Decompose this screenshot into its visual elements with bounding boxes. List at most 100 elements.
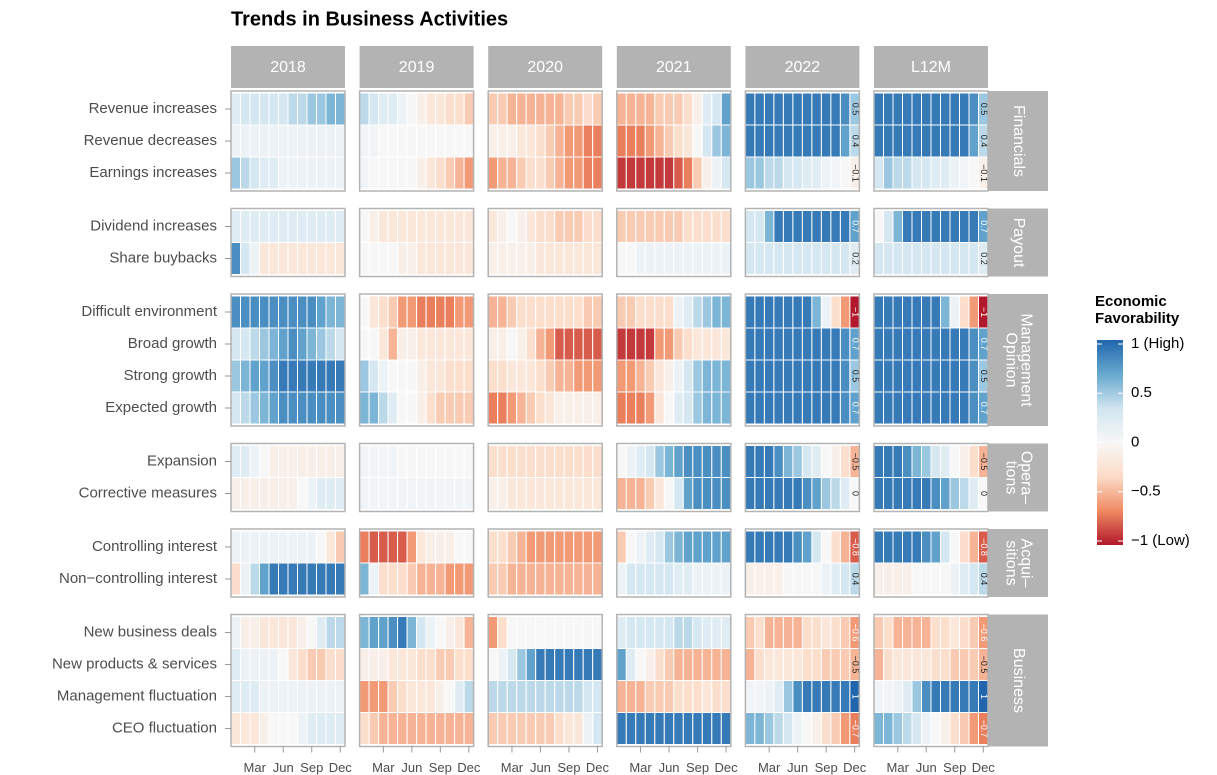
heatmap-cell	[325, 327, 336, 361]
value-label: 0	[850, 491, 860, 496]
row-label: Share buybacks	[109, 249, 217, 266]
heatmap-cell	[663, 530, 675, 564]
heatmap-cell	[306, 712, 317, 745]
heatmap-cell	[259, 445, 270, 478]
heatmap-cell	[635, 648, 646, 681]
heatmap-cell	[368, 530, 380, 564]
heatmap-cell	[387, 445, 399, 478]
heatmap-cell	[792, 242, 803, 275]
heatmap-cell	[949, 359, 960, 393]
heatmap-cell	[544, 445, 556, 478]
heatmap-cell	[268, 156, 279, 190]
heatmap-cell	[720, 295, 732, 329]
heatmap-cell	[701, 648, 713, 681]
heatmap-cell	[297, 477, 308, 510]
heatmap-cell	[259, 616, 270, 649]
heatmap-cell	[425, 562, 437, 596]
heatmap-cell	[625, 327, 637, 361]
heatmap-cell	[968, 391, 979, 425]
heatmap-cell	[644, 92, 656, 126]
row-label: Controlling interest	[92, 538, 218, 555]
heatmap-cell	[754, 92, 765, 126]
heatmap-cell	[930, 359, 941, 393]
heatmap-cell	[306, 156, 317, 190]
heatmap-cell	[416, 712, 427, 745]
heatmap-cell	[873, 562, 884, 596]
heatmap-cell	[506, 530, 518, 564]
heatmap-cell	[487, 530, 499, 564]
heatmap-cell	[306, 124, 317, 158]
heatmap-cell	[921, 295, 932, 329]
heatmap-cell	[406, 92, 418, 126]
heatmap-cell	[335, 616, 346, 649]
heatmap-cell	[673, 124, 684, 158]
heatmap-cell	[663, 210, 675, 243]
heatmap-cell	[754, 124, 765, 158]
heatmap-cell	[820, 477, 832, 510]
heatmap-cell	[902, 295, 913, 329]
heatmap-cell	[644, 530, 656, 564]
heatmap-cell	[268, 477, 279, 510]
heatmap-cell	[544, 210, 556, 243]
heatmap-cell	[720, 680, 732, 713]
heatmap-cell	[335, 712, 346, 745]
heatmap-cell	[754, 391, 765, 425]
heatmap-cell	[582, 92, 594, 126]
heatmap-cell	[497, 616, 508, 649]
value-label: −0.7	[979, 720, 989, 738]
heatmap-cell	[673, 616, 684, 649]
heatmap-cell	[811, 445, 822, 478]
heatmap-cell	[911, 92, 922, 126]
heatmap-cell	[463, 210, 475, 243]
value-label: 0.2	[850, 252, 860, 265]
heatmap-cell	[535, 124, 546, 158]
heatmap-cell	[635, 295, 646, 329]
heatmap-cell	[435, 359, 446, 393]
heatmap-cell	[820, 562, 832, 596]
heatmap-cell	[654, 616, 665, 649]
heatmap-cell	[378, 562, 389, 596]
heatmap-cell	[616, 445, 627, 478]
heatmap-cell	[487, 477, 499, 510]
heatmap-cell	[792, 445, 803, 478]
heatmap-cell	[297, 92, 308, 126]
heatmap-cell	[949, 295, 960, 329]
heatmap-cell	[454, 124, 465, 158]
heatmap-cell	[278, 359, 289, 393]
x-tick-label: Dec	[457, 760, 481, 775]
heatmap-cell	[592, 156, 603, 190]
heatmap-cell	[911, 562, 922, 596]
panel-label: 2018	[270, 59, 306, 76]
heatmap-cell	[711, 530, 722, 564]
heatmap-cell	[635, 477, 646, 510]
row-label: Management fluctuation	[57, 687, 217, 704]
heatmap-cell	[692, 359, 703, 393]
heatmap-cell	[720, 124, 732, 158]
heatmap-cell	[463, 680, 475, 713]
heatmap-cell	[949, 562, 960, 596]
heatmap-cell	[921, 391, 932, 425]
heatmap-cell	[616, 295, 627, 329]
heatmap-cell	[573, 391, 584, 425]
heatmap-cell	[773, 242, 784, 275]
heatmap-cell	[720, 648, 732, 681]
heatmap-cell	[435, 92, 446, 126]
heatmap-cell	[911, 391, 922, 425]
heatmap-cell	[940, 359, 951, 393]
heatmap-cell	[763, 616, 775, 649]
heatmap-cell	[259, 648, 270, 681]
panel-border	[487, 293, 603, 427]
heatmap-cell	[406, 391, 418, 425]
heatmap-cell	[930, 124, 941, 158]
heatmap-cell	[692, 242, 703, 275]
heatmap-cell	[287, 327, 298, 361]
heatmap-cell	[582, 477, 594, 510]
heatmap-cell	[316, 242, 327, 275]
heatmap-cell	[930, 680, 941, 713]
heatmap-cell	[406, 648, 418, 681]
x-tick-label: Mar	[244, 760, 267, 775]
heatmap-cell	[259, 242, 270, 275]
heatmap-cell	[830, 295, 841, 329]
heatmap-cell	[968, 359, 979, 393]
